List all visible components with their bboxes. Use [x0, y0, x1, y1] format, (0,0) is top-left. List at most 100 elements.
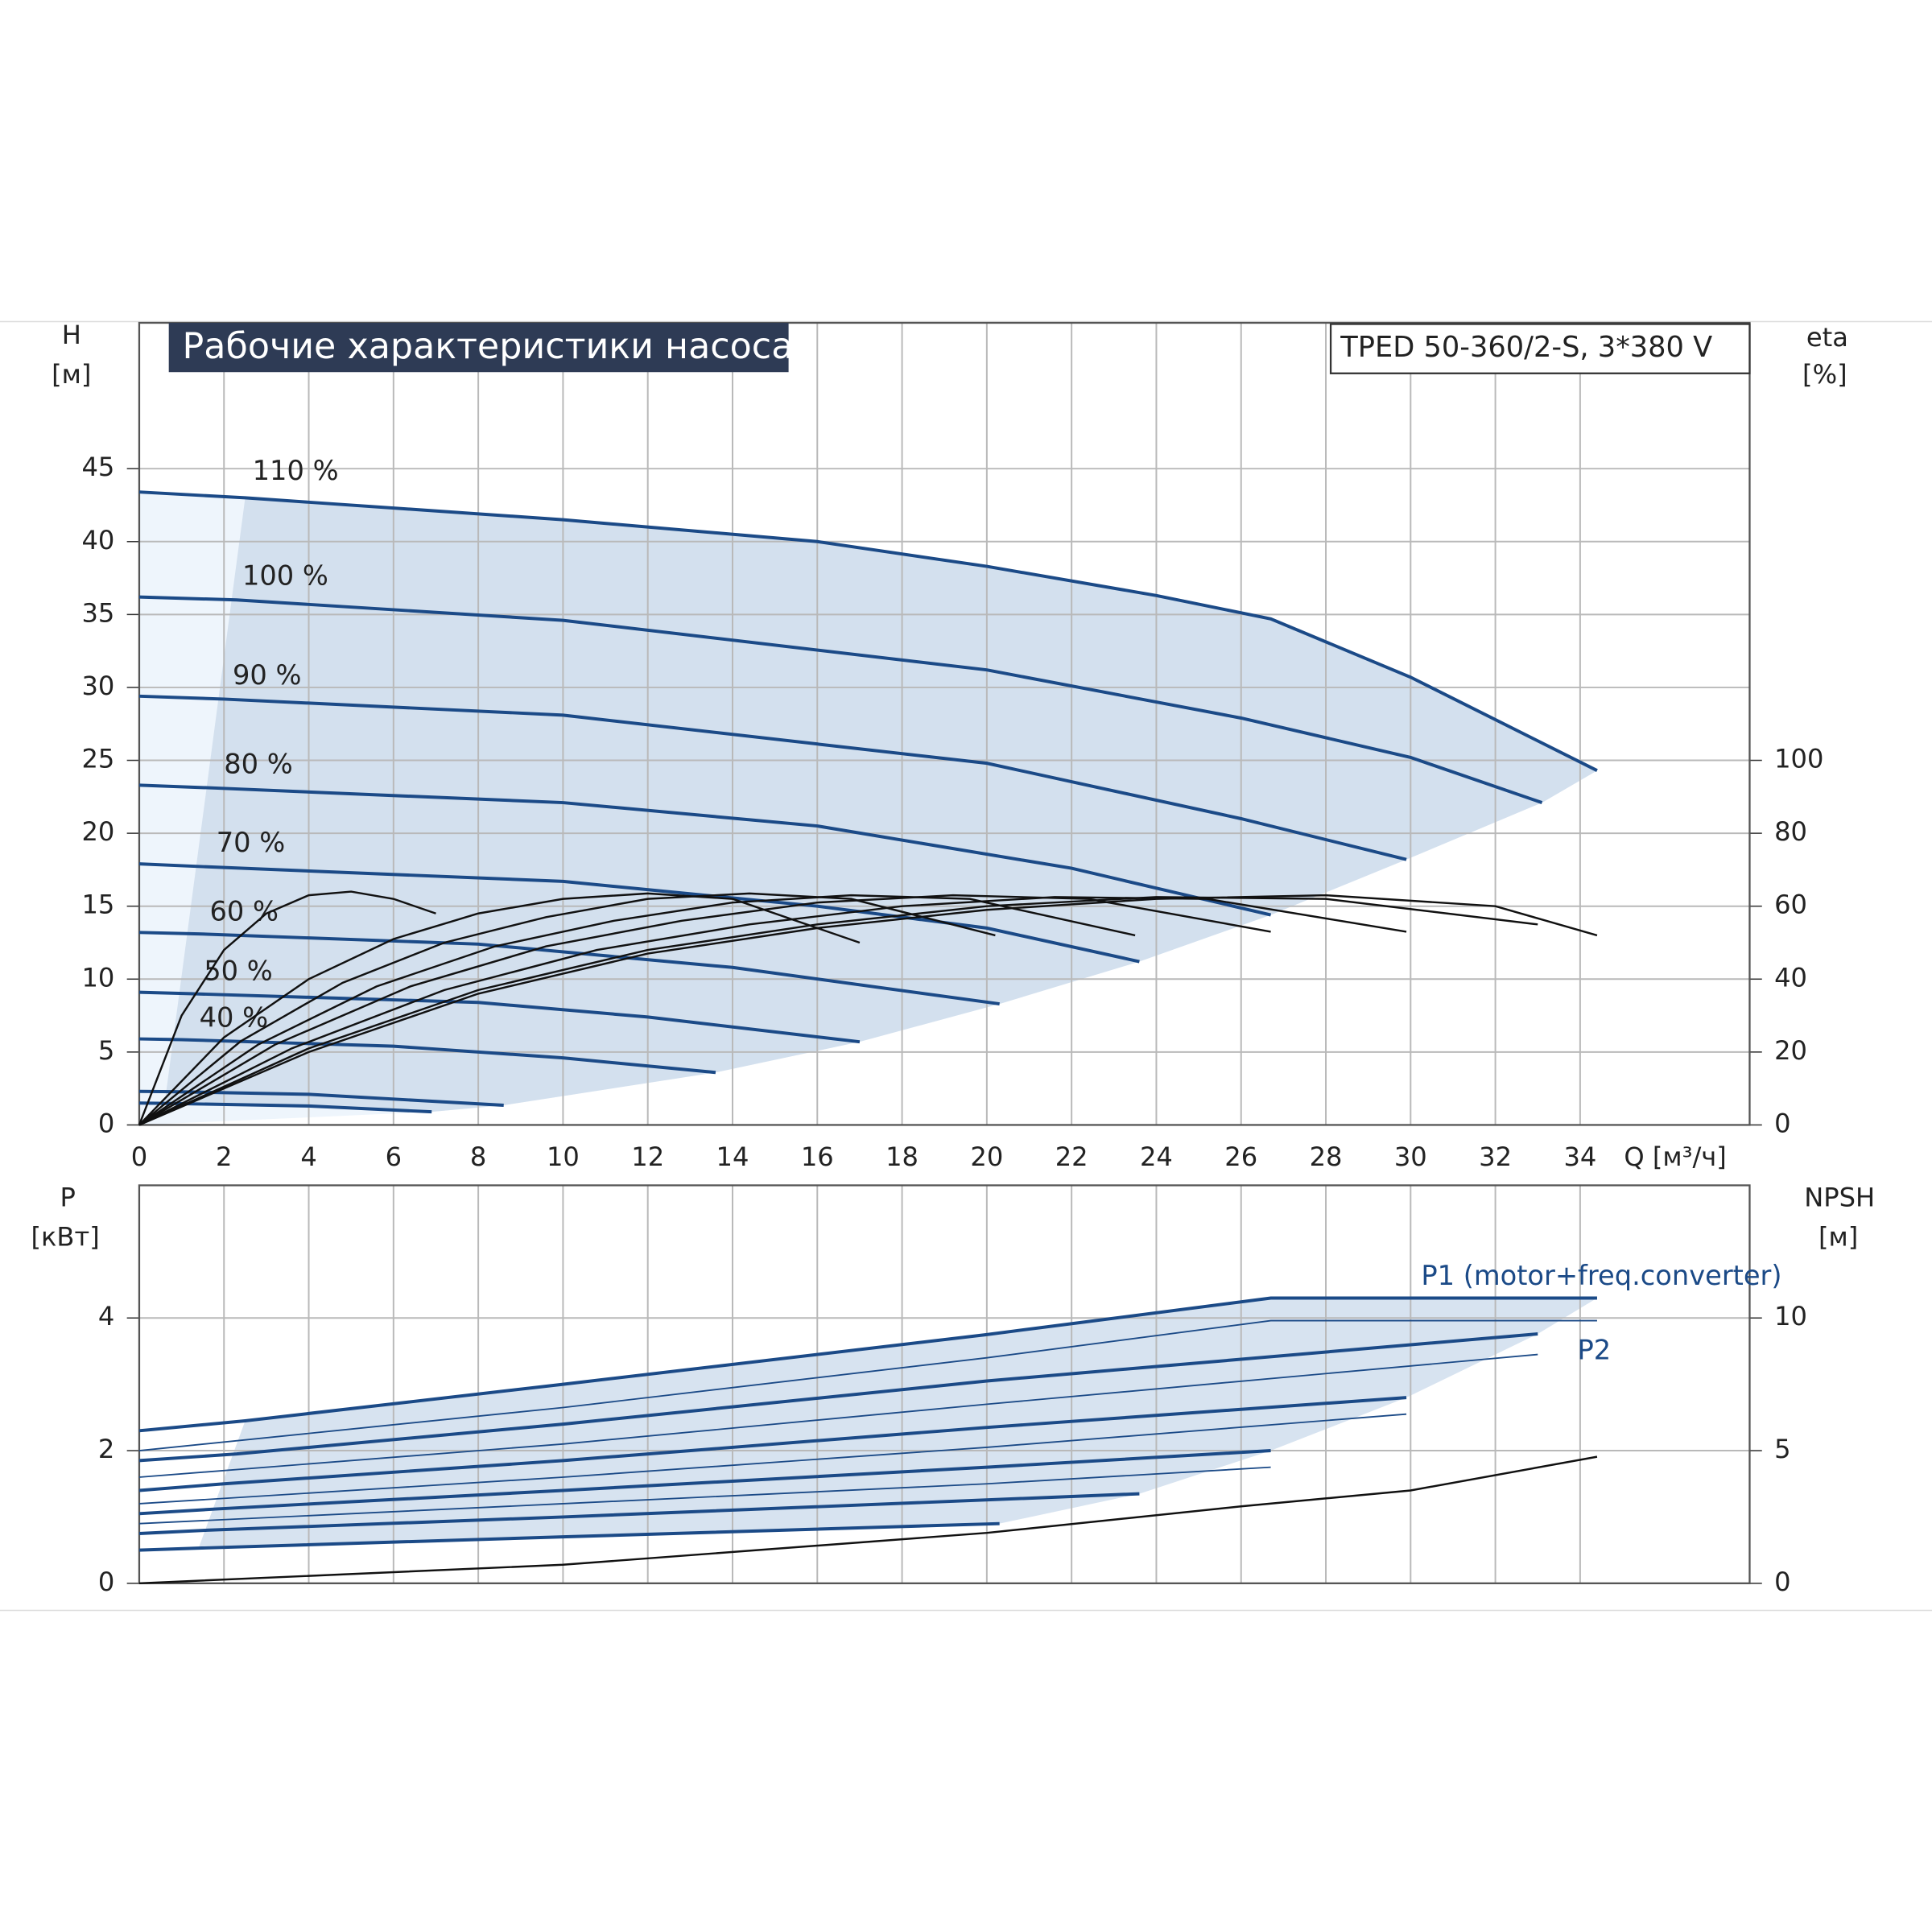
curve: [138, 1413, 1407, 1505]
x-tick-label: 22: [1055, 1141, 1088, 1172]
y-tick-label: 40: [81, 525, 114, 555]
series-label: P1 (motor+freq.converter): [1421, 1260, 1781, 1291]
y2-tick-label: 100: [1774, 744, 1823, 774]
x-tick-label: 34: [1563, 1141, 1596, 1172]
series-label: 50 %: [204, 956, 273, 987]
x-tick-label: 6: [386, 1141, 402, 1172]
secondary-curve: [138, 894, 1136, 1126]
secondary-curve: [138, 894, 1598, 1126]
secondary-curve: [138, 896, 1538, 1126]
y2-tick-label: 40: [1774, 962, 1807, 993]
x-tick-label: 0: [131, 1141, 147, 1172]
curve: [138, 1521, 1000, 1552]
y-tick-label: 30: [81, 671, 114, 701]
x-tick-label: 12: [631, 1141, 664, 1172]
curve: [138, 931, 1000, 1006]
y-tick-label: 25: [81, 744, 114, 774]
x-tick-label: 30: [1394, 1141, 1427, 1172]
secondary-curve: [138, 1455, 1598, 1585]
curve: [138, 783, 1272, 917]
y-tick-label: 2: [98, 1434, 114, 1464]
x-tick-label: 4: [300, 1141, 316, 1172]
series-label: P2: [1577, 1334, 1611, 1365]
series-label: 90 %: [233, 659, 302, 691]
background-layer: [138, 323, 1750, 1584]
series-label: 100 %: [242, 560, 328, 592]
series-label: 80 %: [224, 748, 293, 779]
y2-axis-unit: [м]: [1818, 1221, 1858, 1252]
y-axis-label: P: [60, 1182, 75, 1212]
y2-axis-label: NPSH: [1804, 1182, 1875, 1212]
curve: [138, 1449, 1271, 1516]
y-axis-unit: [м]: [52, 359, 91, 390]
operating-area: [164, 497, 1597, 1113]
x-tick-label: 16: [801, 1141, 834, 1172]
y2-tick-label: 0: [1774, 1567, 1790, 1597]
x-tick-label: 2: [216, 1141, 232, 1172]
x-tick-label: 14: [716, 1141, 749, 1172]
y2-tick-label: 60: [1774, 890, 1807, 920]
y2-tick-label: 5: [1774, 1434, 1790, 1464]
y-tick-label: 4: [98, 1301, 114, 1331]
y2-axis-label: eta: [1806, 322, 1848, 353]
curve: [138, 1353, 1538, 1478]
curve: [138, 1332, 1538, 1463]
curve: [138, 1089, 504, 1107]
y-tick-label: 45: [81, 452, 114, 482]
x-tick-label: 28: [1310, 1141, 1343, 1172]
x-tick-label: 32: [1479, 1141, 1512, 1172]
secondary-curve: [138, 894, 1271, 1126]
curve: [138, 490, 1598, 772]
series-label: 60 %: [209, 895, 279, 927]
y-tick-label: 0: [98, 1108, 114, 1138]
secondary-curve: [138, 890, 436, 1125]
y-tick-label: 0: [98, 1567, 114, 1597]
x-tick-label: 18: [886, 1141, 919, 1172]
curve: [138, 694, 1407, 861]
y-axis-unit: [кВт]: [31, 1221, 100, 1252]
curve: [138, 1037, 716, 1075]
secondary-curve: [138, 892, 861, 1126]
y-tick-label: 5: [98, 1035, 114, 1066]
x-tick-label: 8: [470, 1141, 486, 1172]
y-axis-label: H: [62, 320, 81, 350]
plot-frame: [138, 321, 1751, 1126]
x-tick-label: 26: [1224, 1141, 1257, 1172]
curve: [138, 1492, 1140, 1536]
x-tick-label: 20: [970, 1141, 1003, 1172]
x-tick-label: 24: [1140, 1141, 1173, 1172]
foreground-layer: 0 2 4 6 8 10 12 14 16 18 20 22 24 26 28 30 32 34051015202…: [81, 321, 1823, 1597]
secondary-curve: [138, 896, 1407, 1126]
y2-tick-label: 80: [1774, 816, 1807, 847]
y-tick-label: 20: [81, 816, 114, 847]
plot-frame: [138, 1184, 1751, 1584]
curve: [138, 862, 1140, 964]
y2-tick-label: 0: [1774, 1108, 1790, 1138]
operating-area: [198, 1298, 1597, 1549]
curve: [138, 1101, 432, 1114]
y2-tick-label: 20: [1774, 1035, 1807, 1066]
y-tick-label: 15: [81, 890, 114, 920]
y2-axis-unit: [%]: [1802, 359, 1847, 390]
y-tick-label: 10: [81, 962, 114, 993]
curve: [138, 990, 861, 1044]
y-tick-label: 35: [81, 597, 114, 628]
curve: [138, 595, 1543, 804]
y2-tick-label: 10: [1774, 1301, 1807, 1331]
curve: [138, 1296, 1597, 1433]
title-box: [168, 323, 789, 373]
secondary-curve: [138, 892, 996, 1126]
subtitle-box: [1329, 323, 1751, 374]
x-tick-label: 10: [547, 1141, 580, 1172]
curve: [138, 1319, 1597, 1451]
series-label: 70 %: [217, 827, 286, 858]
chart-title: Рабочие характеристики насоса: [183, 326, 794, 367]
curve: [138, 1466, 1271, 1525]
series-label: 110 %: [253, 455, 339, 486]
chart-subtitle: TPED 50-360/2-S, 3*380 V: [1340, 331, 1712, 364]
curve: [138, 1396, 1407, 1492]
series-label: 40 %: [200, 1002, 269, 1034]
x-axis-label: Q [м³/ч]: [1624, 1141, 1726, 1172]
